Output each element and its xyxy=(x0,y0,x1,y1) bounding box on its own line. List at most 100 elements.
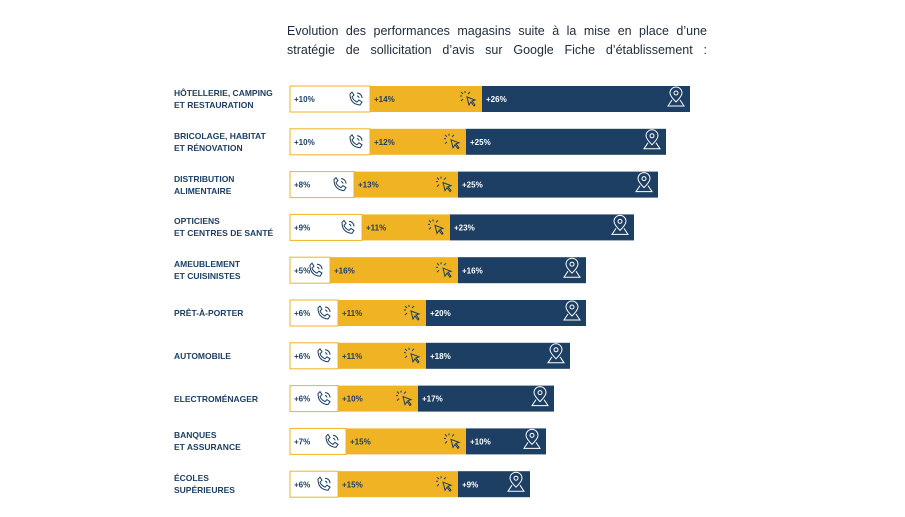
phone-icon xyxy=(309,262,323,277)
value-label: +13% xyxy=(358,181,379,190)
value-label: +9% xyxy=(462,480,478,489)
cursor-icon xyxy=(428,219,445,236)
cursor-rays xyxy=(428,219,439,230)
value-label: +6% xyxy=(294,352,310,361)
bar-segment xyxy=(330,257,458,284)
pin-icon xyxy=(667,86,685,107)
pin-shape xyxy=(565,257,579,274)
category-label: ÉCOLES SUPÉRIEURES xyxy=(174,473,235,496)
phone-wave xyxy=(356,92,363,99)
cursor-icon xyxy=(396,390,413,407)
category-label: BANQUES ET ASSURANCE xyxy=(174,430,241,453)
category-label: OPTICIENS ET CENTRES DE SANTÉ xyxy=(174,216,274,239)
cursor-shape xyxy=(450,438,461,450)
pin-base xyxy=(523,442,541,449)
value-label: +12% xyxy=(374,138,395,147)
pin-icon xyxy=(531,386,549,407)
pin-icon xyxy=(611,214,629,235)
cursor-rays xyxy=(396,390,407,401)
phone-wave xyxy=(324,349,331,355)
pin-dot xyxy=(537,390,543,396)
pin-base xyxy=(563,313,581,321)
pin-shape xyxy=(509,471,523,488)
cursor-icon xyxy=(404,305,421,321)
phone-shape xyxy=(341,219,355,234)
phone-icon xyxy=(325,433,339,448)
cursor-rays xyxy=(436,476,447,487)
value-label: +15% xyxy=(350,438,371,447)
bar-segment xyxy=(289,470,339,498)
category-label: ELECTROMÉNAGER xyxy=(174,393,259,404)
pin-icon xyxy=(635,172,653,193)
cursor-shape xyxy=(434,224,445,236)
bar-segment xyxy=(482,86,690,112)
value-label: +6% xyxy=(294,480,310,489)
value-label: +9% xyxy=(294,224,310,233)
pin-shape xyxy=(645,129,659,146)
category-label: PRÊT-À-PORTER xyxy=(174,308,244,318)
value-label: +7% xyxy=(294,438,310,447)
phone-shape xyxy=(349,91,363,106)
value-label: +25% xyxy=(462,181,483,190)
value-label: +26% xyxy=(486,95,507,104)
value-label: +23% xyxy=(454,224,475,233)
phone-shape xyxy=(333,176,347,192)
bar-segment xyxy=(466,128,666,155)
value-label: +11% xyxy=(366,224,386,233)
phone-shape xyxy=(317,305,331,320)
phone-shape xyxy=(317,390,331,406)
phone-wave xyxy=(340,178,347,184)
pin-dot xyxy=(553,347,559,353)
cursor-rays xyxy=(436,262,447,273)
cursor-shape xyxy=(442,481,453,492)
cursor-rays xyxy=(444,433,455,444)
bar-segment xyxy=(289,256,331,284)
cursor-shape xyxy=(442,181,453,193)
value-label: +20% xyxy=(430,309,451,318)
pin-base xyxy=(563,270,581,278)
pin-icon xyxy=(563,300,581,321)
phone-wave xyxy=(324,392,331,398)
bar-segment xyxy=(354,171,458,198)
pin-base xyxy=(667,99,685,107)
bar-segment xyxy=(450,214,634,241)
value-label: +6% xyxy=(294,309,310,318)
bar-segment xyxy=(370,128,466,155)
cursor-rays xyxy=(404,305,415,316)
cursor-icon xyxy=(404,347,421,364)
category-label: AUTOMOBILE xyxy=(174,350,231,361)
value-label: +11% xyxy=(342,352,362,361)
pin-base xyxy=(611,228,629,235)
category-label: HÔTELLERIE, CAMPING ET RESTAURATION xyxy=(174,88,273,110)
cursor-icon xyxy=(436,176,453,193)
category-label: AMEUBLEMENT ET CUISINISTES xyxy=(174,259,241,282)
phone-wave xyxy=(324,477,331,484)
pin-dot xyxy=(569,261,575,267)
bar-segment xyxy=(289,171,355,199)
value-label: +11% xyxy=(342,309,362,318)
value-label: +14% xyxy=(374,95,395,104)
value-label: +16% xyxy=(334,266,355,275)
value-label: +6% xyxy=(294,395,310,404)
pin-shape xyxy=(533,386,547,403)
value-label: +5% xyxy=(294,266,310,275)
bar-segment xyxy=(338,471,458,498)
phone-icon xyxy=(349,91,363,106)
value-label: +25% xyxy=(470,138,491,147)
phone-icon xyxy=(317,348,331,363)
bar-segment xyxy=(466,428,546,455)
value-label: +8% xyxy=(294,181,310,190)
phone-icon xyxy=(317,305,331,320)
phone-icon xyxy=(317,476,331,491)
phone-shape xyxy=(349,134,363,149)
cursor-shape xyxy=(410,352,421,364)
pin-base xyxy=(643,142,661,150)
value-label: +10% xyxy=(294,138,315,147)
phone-wave xyxy=(332,434,339,441)
phone-wave xyxy=(356,135,363,141)
value-label: +17% xyxy=(422,395,443,404)
pin-base xyxy=(547,356,565,364)
cursor-icon xyxy=(436,262,453,278)
